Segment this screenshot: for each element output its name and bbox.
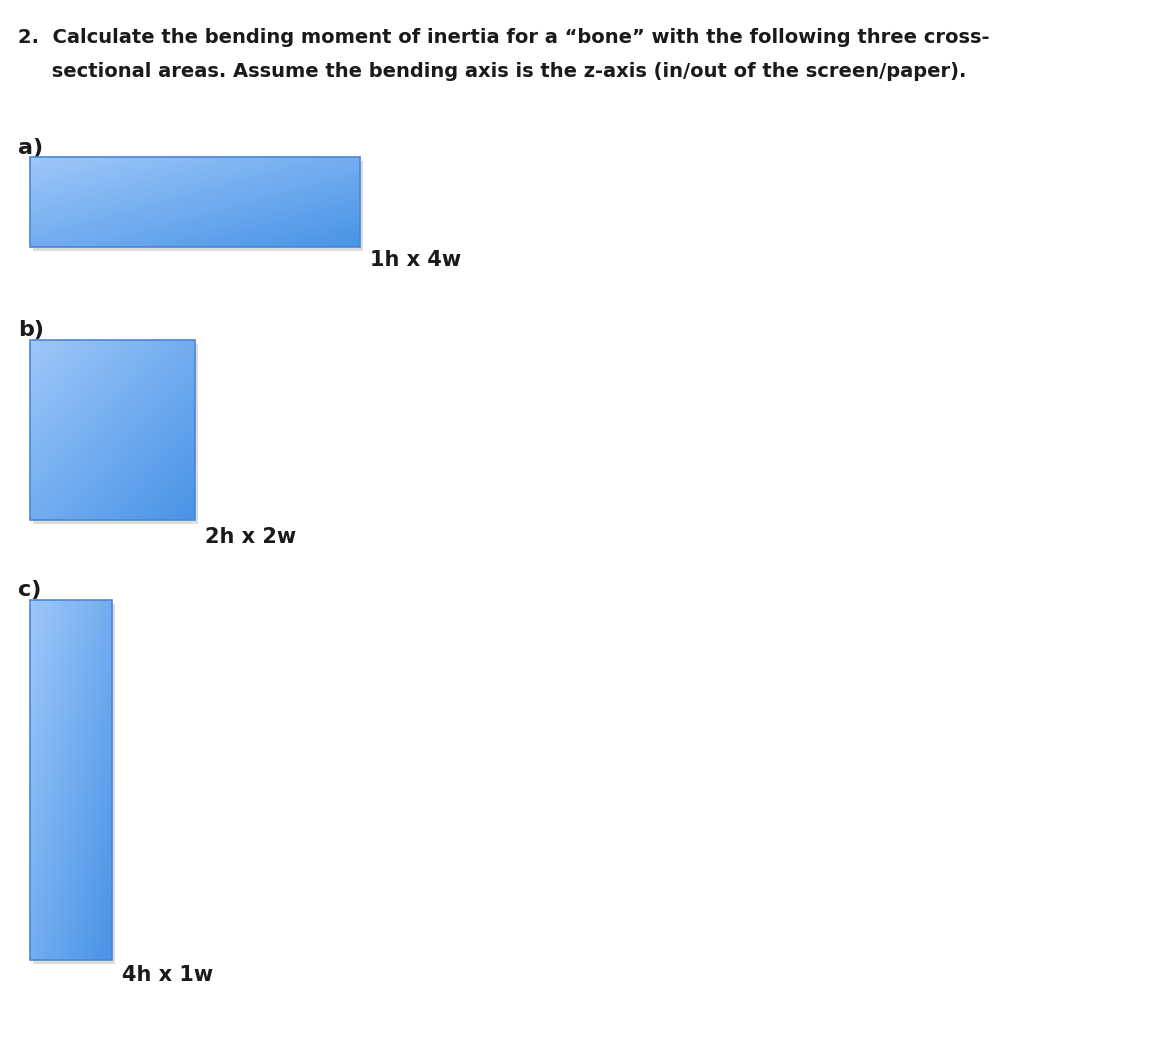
Bar: [33, 161, 363, 251]
Bar: [31, 600, 112, 960]
Bar: [31, 340, 195, 520]
Text: 4h x 1w: 4h x 1w: [122, 965, 213, 985]
Text: 2h x 2w: 2h x 2w: [205, 527, 296, 547]
Text: 1h x 4w: 1h x 4w: [370, 250, 461, 270]
Text: c): c): [18, 580, 41, 600]
Bar: [31, 157, 360, 247]
Text: 2.  Calculate the bending moment of inertia for a “bone” with the following thre: 2. Calculate the bending moment of inert…: [18, 28, 989, 47]
Text: b): b): [18, 320, 44, 340]
Bar: [33, 604, 115, 964]
Bar: [33, 344, 198, 524]
Text: a): a): [18, 138, 44, 158]
Text: sectional areas. Assume the bending axis is the z-axis (in/out of the screen/pap: sectional areas. Assume the bending axis…: [18, 62, 967, 81]
